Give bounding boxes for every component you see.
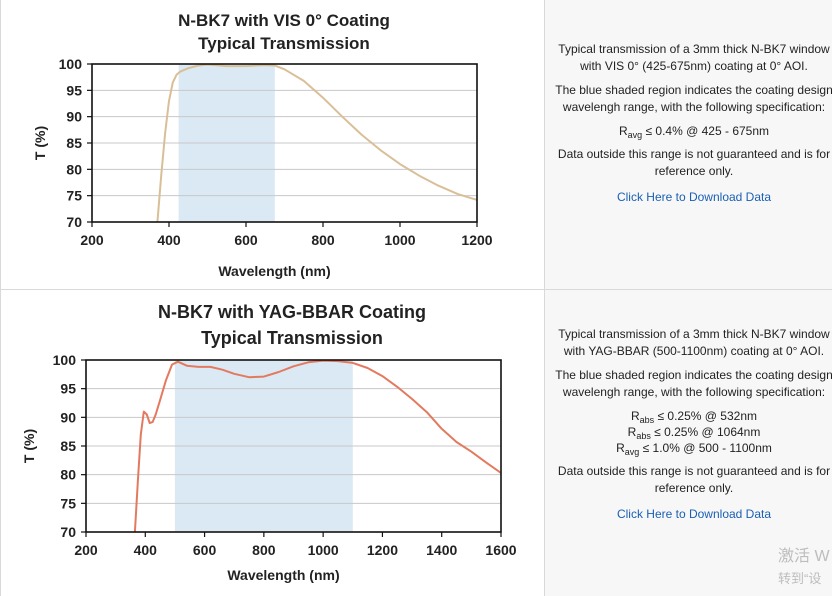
chart-title-line: N-BK7 with VIS 0° Coating [178, 11, 390, 30]
chart-title-line: Typical Transmission [201, 328, 383, 348]
transmission-curve [133, 359, 502, 533]
description-cell-2: Typical transmission of a 3mm thick N-BK… [545, 290, 832, 596]
x-tick-label: 800 [311, 232, 335, 248]
transmission-chart-yag-bbar: N-BK7 with YAG-BBAR Coating Typical Trans… [21, 302, 517, 583]
disclaimer-text: Data outside this range is not guarantee… [557, 464, 831, 495]
spec-subscript: avg [624, 447, 640, 457]
chart-row-2: N-BK7 with YAG-BBAR Coating Typical Trans… [0, 289, 832, 596]
spec-subscript: abs [636, 431, 651, 441]
y-tick-label: 95 [66, 82, 82, 98]
spec-line: Rabs ≤ 0.25% @ 1064nm [555, 424, 832, 441]
x-tick-label: 200 [80, 232, 104, 248]
description-paragraph: The blue shaded region indicates the coa… [555, 83, 832, 114]
spec-line: Ravg ≤ 0.4% @ 425 - 675nm [555, 123, 832, 140]
disclaimer-text: Data outside this range is not guarantee… [557, 147, 831, 178]
chart-title-line: Typical Transmission [198, 34, 370, 53]
description-1: Typical transmission of a 3mm thick N-BK… [555, 41, 832, 206]
spec-symbol: R [616, 441, 625, 455]
x-tick-label: 1200 [367, 542, 398, 558]
chart-title-line: N-BK7 with YAG-BBAR Coating [158, 302, 426, 322]
y-tick-label: 85 [66, 135, 82, 151]
spec-symbol: R [627, 425, 637, 439]
x-tick-label: 600 [193, 542, 217, 558]
x-tick-label: 400 [157, 232, 181, 248]
chart-cell-2: N-BK7 with YAG-BBAR Coating Typical Trans… [0, 290, 545, 596]
description-paragraph: Typical transmission of a 3mm thick N-BK… [558, 42, 830, 73]
y-tick-label: 80 [66, 161, 82, 177]
spec-subscript: abs [639, 415, 655, 425]
spec-value: ≤ 0.25% @ 532nm [654, 409, 758, 423]
y-tick-label: 100 [53, 352, 77, 368]
x-tick-label: 1600 [485, 542, 516, 558]
y-tick-label: 80 [60, 467, 76, 483]
y-tick-label: 85 [60, 438, 76, 454]
download-data-link[interactable]: Click Here to Download Data [616, 190, 772, 204]
spec-line: Rabs ≤ 0.25% @ 532nm [555, 408, 832, 425]
x-tick-label: 200 [74, 542, 98, 558]
spec-symbol: R [630, 409, 640, 423]
y-tick-label: 75 [60, 495, 76, 511]
y-tick-label: 100 [59, 56, 83, 72]
y-tick-label: 70 [60, 524, 76, 540]
y-axis-label: T (%) [21, 429, 37, 463]
x-tick-label: 800 [252, 542, 276, 558]
x-axis-label: Wavelength (nm) [227, 567, 339, 583]
x-tick-label: 600 [234, 232, 258, 248]
spec-value: ≤ 1.0% @ 500 - 1100nm [639, 441, 772, 455]
description-paragraph: Typical transmission of a 3mm thick N-BK… [558, 327, 830, 358]
x-tick-label: 1200 [461, 232, 492, 248]
watermark-line: 激活 W [778, 548, 830, 565]
y-tick-label: 70 [66, 214, 82, 230]
transmission-curve [156, 63, 478, 223]
y-axis-label: T (%) [32, 126, 48, 160]
chart-row-1: N-BK7 with VIS 0° Coating Typical Transmi… [0, 0, 832, 289]
transmission-chart-vis: N-BK7 with VIS 0° Coating Typical Transmi… [32, 11, 493, 279]
spec-subscript: avg [627, 130, 643, 140]
spec-list: Ravg ≤ 0.4% @ 425 - 675nm [555, 123, 832, 140]
y-tick-label: 90 [66, 109, 82, 125]
y-tick-label: 75 [66, 188, 82, 204]
spec-value: ≤ 0.4% @ 425 - 675nm [642, 124, 770, 138]
spec-symbol: R [618, 124, 628, 138]
description-2: Typical transmission of a 3mm thick N-BK… [555, 326, 832, 523]
description-paragraph: The blue shaded region indicates the coa… [555, 368, 832, 399]
x-tick-label: 1000 [308, 542, 339, 558]
activation-watermark: 激活 W 转到“设 [778, 546, 832, 590]
spec-line: Ravg ≤ 1.0% @ 500 - 1100nm [555, 440, 832, 457]
y-tick-label: 90 [60, 409, 76, 425]
chart-cell-1: N-BK7 with VIS 0° Coating Typical Transmi… [0, 0, 545, 289]
download-data-link[interactable]: Click Here to Download Data [616, 507, 772, 521]
y-tick-label: 95 [60, 381, 76, 397]
description-cell-1: Typical transmission of a 3mm thick N-BK… [545, 0, 832, 289]
x-tick-label: 400 [134, 542, 158, 558]
spec-list: Rabs ≤ 0.25% @ 532nm Rabs ≤ 0.25% @ 1064n… [555, 408, 832, 457]
x-axis-label: Wavelength (nm) [218, 263, 330, 279]
x-tick-label: 1400 [426, 542, 457, 558]
watermark-line: 转到“设 [778, 571, 822, 586]
x-tick-label: 1000 [384, 232, 415, 248]
spec-value: ≤ 0.25% @ 1064nm [650, 425, 761, 439]
